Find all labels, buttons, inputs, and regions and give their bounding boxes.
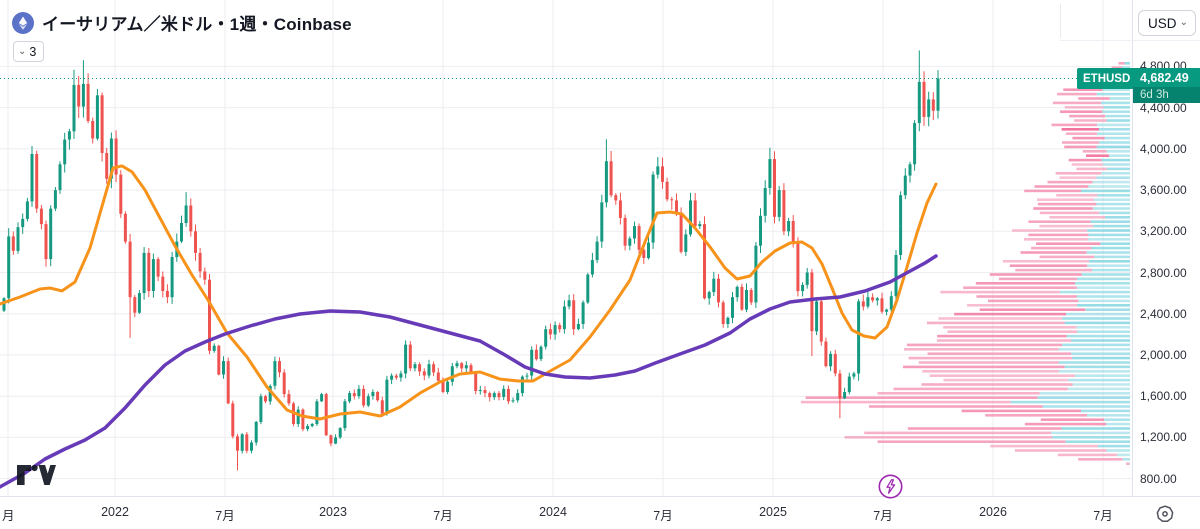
last-price-value: 4,682.49 — [1140, 71, 1189, 85]
time-tick-label: 7月 — [873, 509, 893, 523]
price-tick-label: 4,400.00 — [1140, 100, 1187, 115]
collapsed-indicators-count: 3 — [29, 44, 37, 59]
time-tick-label: 7月 — [653, 509, 673, 523]
chevron-down-icon: ⌄ — [18, 45, 27, 57]
toolbar-separator — [1060, 4, 1061, 38]
price-tick-label: 1,600.00 — [1140, 389, 1187, 404]
currency-label: USD — [1148, 15, 1177, 31]
symbol-price-tag: ETHUSD — [1077, 68, 1137, 89]
candlestick-chart[interactable] — [0, 0, 1132, 496]
price-tick-label: 2,000.00 — [1140, 347, 1187, 362]
tradingview-logo[interactable] — [16, 464, 56, 491]
axis-settings-gear-icon[interactable] — [1154, 503, 1176, 525]
time-tick-label: 7月 — [215, 509, 235, 523]
price-tick-label: 2,400.00 — [1140, 306, 1187, 321]
price-tick-label: 1,200.00 — [1140, 430, 1187, 445]
market-status-lightning-icon[interactable] — [877, 473, 904, 500]
collapsed-indicators-button[interactable]: ⌄ 3 — [13, 41, 45, 62]
time-axis[interactable]: 月 2022 7月 2023 7月 2024 7月 2025 7月 2026 7月 — [0, 496, 1200, 529]
time-tick-label: 7月 — [1093, 509, 1113, 523]
time-tick-label: 2024 — [539, 505, 567, 519]
bar-countdown: 6d 3h — [1133, 87, 1200, 103]
price-tick-label: 3,600.00 — [1140, 183, 1187, 198]
price-tick-label: 800.00 — [1140, 471, 1177, 486]
price-tick-label: 3,200.00 — [1140, 224, 1187, 239]
currency-dropdown[interactable]: USD ⌄ — [1138, 10, 1196, 36]
toolbar-separator — [1060, 40, 1200, 41]
time-tick-label: 7月 — [433, 509, 453, 523]
time-tick-label: 2026 — [979, 505, 1007, 519]
time-tick-label: 2022 — [101, 505, 129, 519]
time-tick-label: 2025 — [759, 505, 787, 519]
ethereum-logo-icon — [12, 11, 34, 34]
time-tick-label: 月 — [2, 509, 15, 523]
price-tick-label: 2,800.00 — [1140, 265, 1187, 280]
symbol-title: イーサリアム／米ドル・1週・Coinbase — [42, 15, 352, 34]
time-tick-label: 2023 — [319, 505, 347, 519]
price-tick-label: 4,000.00 — [1140, 141, 1187, 156]
chevron-down-icon: ⌄ — [1179, 17, 1188, 28]
symbol-legend[interactable]: イーサリアム／米ドル・1週・Coinbase — [12, 10, 352, 35]
last-price-label: 4,682.49 6d 3h — [1133, 68, 1200, 103]
